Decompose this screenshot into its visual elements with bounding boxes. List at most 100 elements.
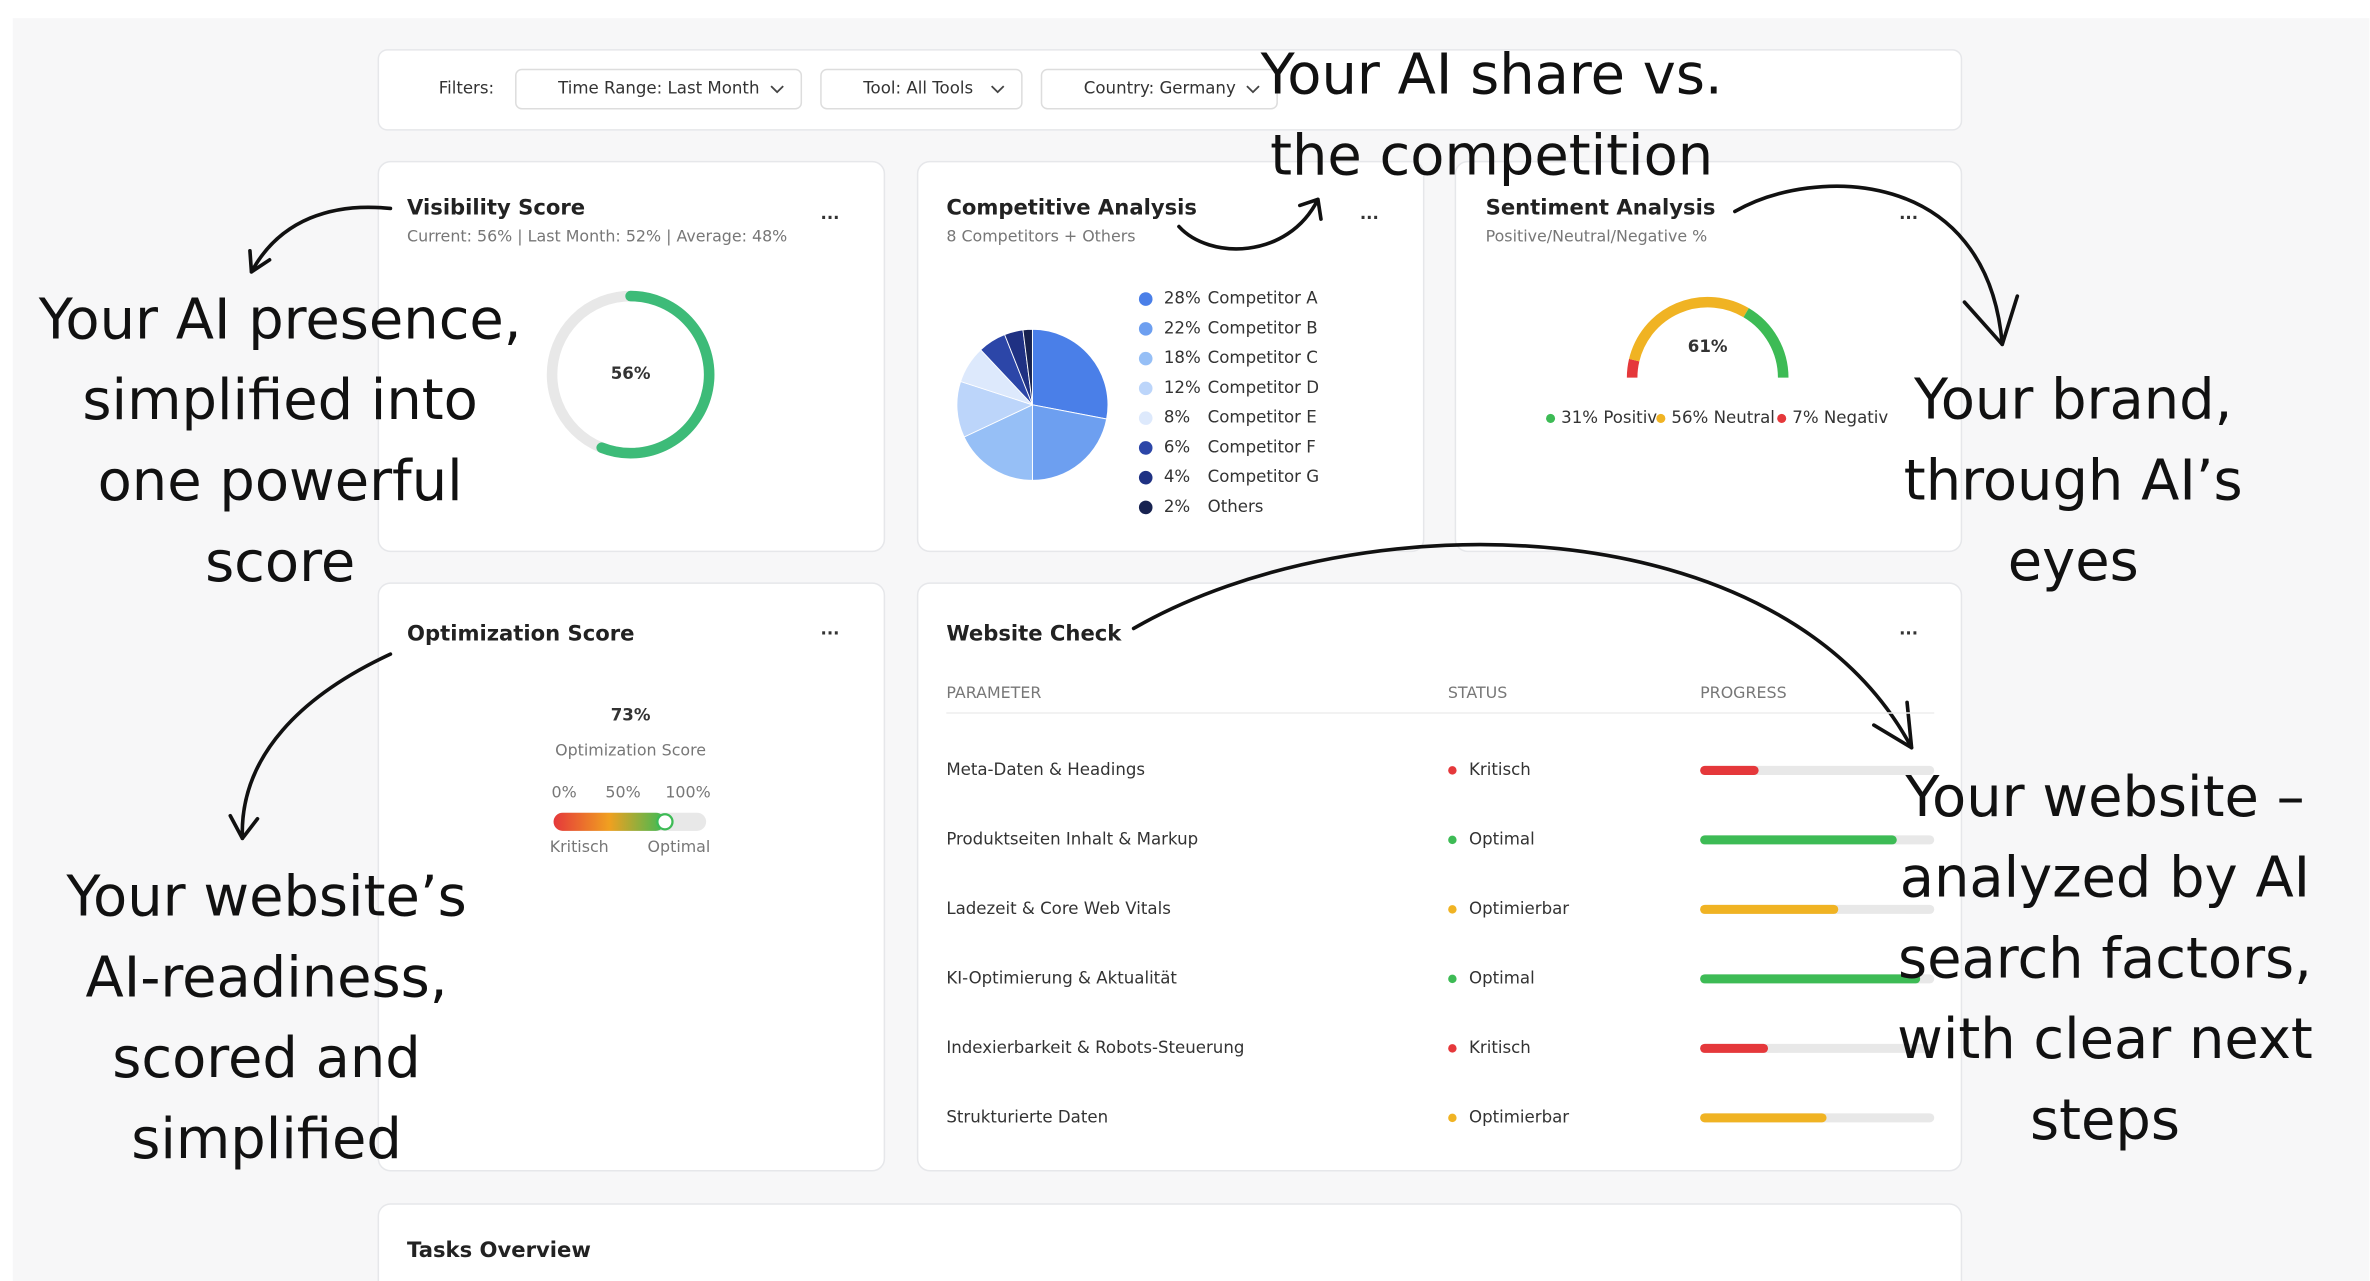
legend-dot: [1777, 413, 1787, 423]
annotation: eyes: [2008, 529, 2139, 594]
card-subtitle: Current: 56% | Last Month: 52% | Average…: [407, 227, 787, 246]
gauge-segment: [1743, 308, 1789, 378]
progress-bar: [1700, 835, 1897, 845]
filter-chip: [1040, 68, 1278, 110]
progress-bar: [1700, 1113, 1827, 1123]
legend-value: 22%: [1164, 318, 1201, 337]
parameter: Indexierbarkeit & Robots-Steuerung: [946, 1038, 1244, 1057]
card-title: Visibility Score: [407, 194, 585, 219]
card-subtitle: 8 Competitors + Others: [946, 227, 1135, 246]
score-caption: Optimization Score: [555, 740, 706, 759]
legend-name: Competitor B: [1208, 318, 1318, 337]
legend-label: 31% Positiv: [1561, 408, 1657, 427]
score-value: 73%: [611, 706, 651, 725]
filter-chip-label: Tool: All Tools: [862, 79, 973, 98]
legend-name: Others: [1208, 497, 1264, 516]
status: Optimierbar: [1469, 1107, 1569, 1126]
status: Kritisch: [1469, 1038, 1531, 1057]
parameter: KI-Optimierung & Aktualität: [946, 968, 1177, 987]
legend-dot: [1138, 381, 1153, 396]
legend-value: 6%: [1164, 437, 1190, 456]
scale-end: Kritisch: [550, 837, 609, 856]
annotation: Your website –: [1904, 765, 2304, 830]
menu-button[interactable]: ···: [821, 209, 840, 228]
annotation: simplified into: [82, 368, 477, 433]
legend-dot: [1138, 411, 1153, 425]
pie-slice: [1031, 404, 1108, 481]
ring-progress: [596, 290, 715, 459]
legend-value: 4%: [1164, 467, 1190, 486]
filter-chip-label: Country: Germany: [1084, 79, 1236, 98]
card-title: Sentiment Analysis: [1486, 194, 1716, 219]
progress-track: [1700, 765, 1935, 775]
scale-label: 50%: [605, 783, 640, 802]
legend-value: 18%: [1164, 348, 1201, 367]
legend-name: Competitor E: [1208, 408, 1317, 427]
progress-bar: [1700, 904, 1839, 914]
card: [916, 582, 1963, 1172]
legend-name: Competitor F: [1208, 437, 1316, 456]
card-title: Tasks Overview: [407, 1237, 591, 1262]
card-subtitle: Positive/Neutral/Negative %: [1486, 227, 1708, 246]
card-title: Competitive Analysis: [946, 194, 1197, 219]
annotation: score: [205, 530, 355, 595]
gauge-segment: [1629, 296, 1749, 362]
annotation: scored and: [112, 1026, 421, 1091]
legend-name: Competitor C: [1208, 348, 1318, 367]
parameter: Meta-Daten & Headings: [946, 760, 1145, 779]
menu-button[interactable]: ···: [821, 624, 840, 643]
arrows: [228, 184, 2020, 841]
annotation: Your website’s: [65, 864, 466, 929]
chevron: [991, 85, 1005, 94]
status: Optimal: [1469, 968, 1535, 987]
legend-dot: [1546, 413, 1556, 423]
filter-label: Filters:: [439, 79, 494, 98]
gauge-value: 61%: [1688, 337, 1728, 356]
menu-button[interactable]: ···: [1899, 209, 1918, 228]
filter-chip-label: Time Range: Last Month: [557, 79, 759, 98]
menu-button[interactable]: ···: [1360, 209, 1379, 228]
status-dot: [1448, 1044, 1457, 1053]
pie-slice: [1031, 328, 1109, 420]
status-dot: [1448, 905, 1457, 914]
progress-bar: [1700, 974, 1921, 984]
annotation: simplified: [131, 1107, 402, 1172]
parameter: Produktseiten Inhalt & Markup: [946, 829, 1198, 848]
legend-dot: [1138, 292, 1153, 306]
status-dot: [1448, 766, 1457, 775]
legend-dot: [1138, 441, 1153, 455]
chevron: [770, 85, 784, 94]
legend-name: Competitor A: [1208, 289, 1319, 308]
annotation: analyzed by AI: [1900, 846, 2310, 911]
status: Optimal: [1469, 829, 1535, 848]
annotation: with clear next: [1897, 1007, 2313, 1072]
status: Optimierbar: [1469, 899, 1569, 918]
menu-button[interactable]: ···: [1899, 624, 1918, 643]
status-dot: [1448, 835, 1457, 845]
legend-dot: [1138, 322, 1153, 336]
legend-value: 2%: [1164, 497, 1190, 516]
legend-dot: [1138, 470, 1153, 485]
scale-label: 100%: [665, 783, 710, 802]
card: [377, 160, 886, 553]
score-bar: [553, 812, 665, 831]
chevron: [1246, 85, 1260, 94]
annotation: Your AI presence,: [38, 287, 522, 352]
pie-slice: [1022, 328, 1033, 405]
gauge-segment: [1626, 358, 1640, 378]
status-dot: [1448, 1113, 1457, 1123]
filter-chip: [515, 68, 803, 110]
status-dot: [1448, 974, 1457, 984]
score-marker: [656, 813, 674, 831]
legend-label: 7% Negativ: [1792, 408, 1888, 427]
card: [377, 1203, 1963, 1281]
annotation: Your AI share vs.: [1260, 43, 1723, 108]
legend-name: Competitor G: [1208, 467, 1319, 486]
scale-label: 0%: [552, 783, 577, 802]
legend-label: 56% Neutral: [1671, 408, 1775, 427]
ring-value: 56%: [611, 364, 651, 383]
column-header: STATUS: [1448, 683, 1508, 702]
card: [377, 582, 886, 1172]
